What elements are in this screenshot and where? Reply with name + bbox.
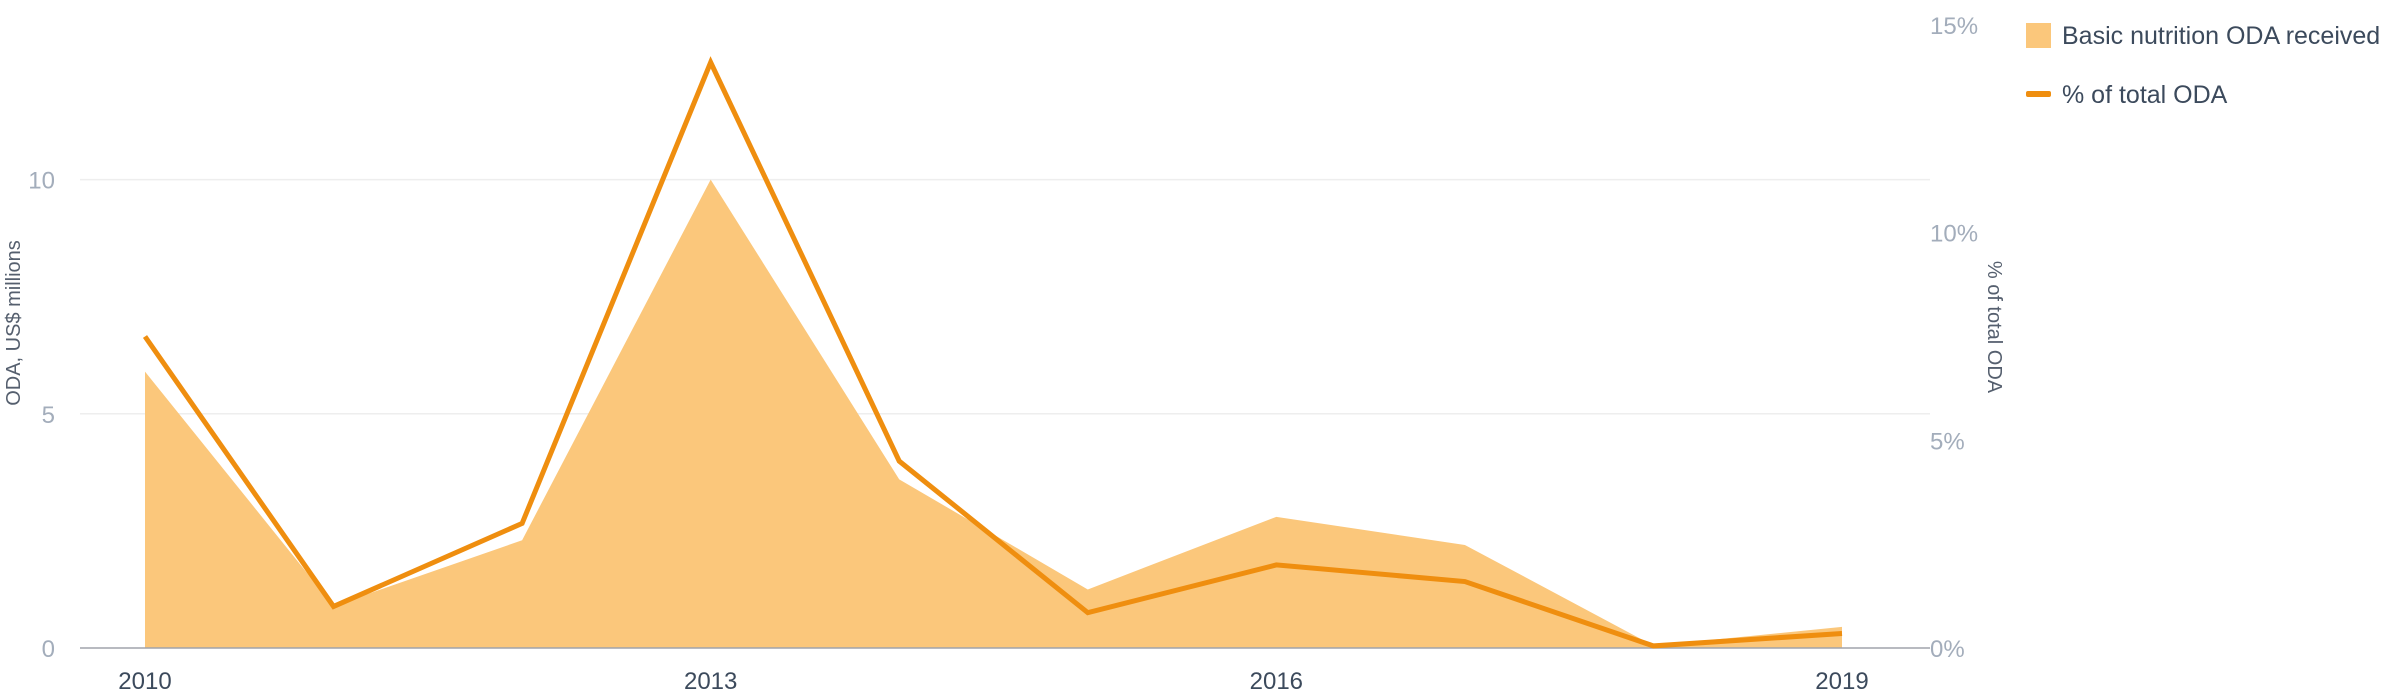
area-series-basic-nutrition: [145, 179, 1842, 648]
legend-label-area: Basic nutrition ODA received: [2062, 22, 2380, 50]
x-tick-label: 2010: [118, 668, 171, 695]
right-tick-label: 5%: [1930, 428, 1965, 455]
line-series-pct-total-oda: [142, 56, 1843, 649]
left-tick-label: 0: [42, 636, 55, 663]
legend-swatch-area: [2026, 23, 2051, 48]
right-tick-label: 0%: [1930, 636, 1965, 663]
left-axis-ticks: 0 5 10: [28, 168, 55, 663]
x-axis-ticks: 2010 2013 2016 2019: [118, 668, 1868, 695]
right-tick-label: 10%: [1930, 221, 1978, 248]
grid-layer: [80, 178, 1930, 415]
left-tick-label: 5: [42, 402, 55, 429]
legend: Basic nutrition ODA received % of total …: [2026, 22, 2380, 109]
right-tick-label: 15%: [1930, 13, 1978, 40]
line-layer: [142, 56, 1843, 649]
legend-label-line: % of total ODA: [2062, 81, 2228, 109]
right-axis-title: % of total ODA: [1983, 261, 2005, 394]
legend-swatch-line: [2026, 91, 2051, 97]
area-layer: [145, 179, 1842, 648]
right-axis-ticks: 0% 5% 10% 15%: [1930, 13, 1978, 663]
left-tick-label: 10: [28, 168, 55, 195]
x-tick-label: 2019: [1815, 668, 1868, 695]
x-tick-label: 2016: [1250, 668, 1303, 695]
left-axis-title: ODA, US$ millions: [3, 240, 25, 406]
x-tick-label: 2013: [684, 668, 737, 695]
